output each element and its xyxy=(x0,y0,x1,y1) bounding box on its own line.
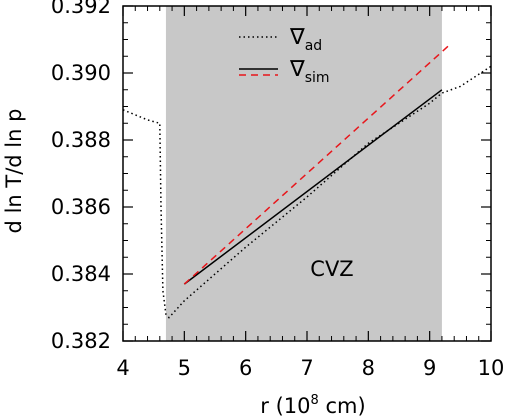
legend-symbol-ad: ∇ xyxy=(289,25,305,50)
series-solid-line xyxy=(183,89,443,285)
y-tick-label: 0.384 xyxy=(51,262,111,286)
x-tick-label: 7 xyxy=(300,356,313,380)
series-dotted-line xyxy=(122,65,492,319)
legend-label-sim: ∇sim xyxy=(289,57,330,86)
x-axis-title-tail: cm) xyxy=(319,394,366,418)
y-tick-label: 0.388 xyxy=(51,128,111,152)
x-tick-label: 6 xyxy=(239,356,252,380)
x-tick-label: 9 xyxy=(423,356,436,380)
legend-symbol-sim: ∇ xyxy=(289,57,305,82)
x-tick-label: 4 xyxy=(116,356,129,380)
cvz-shaded-region xyxy=(165,6,442,341)
cvz-annotation: CVZ xyxy=(310,257,353,281)
legend-sub-sim: sim xyxy=(305,70,330,86)
y-tick-label: 0.386 xyxy=(51,195,111,219)
x-tick-label: 5 xyxy=(178,356,191,380)
x-axis-title: r (108 cm) xyxy=(260,393,365,418)
y-axis-title: d ln T/d ln p xyxy=(2,109,26,234)
x-tick-label: 10 xyxy=(478,356,505,380)
x-axis-title-main: r (10 xyxy=(260,394,310,418)
legend-label-ad: ∇ad xyxy=(289,25,322,54)
legend: ∇ad ∇sim xyxy=(239,25,330,86)
y-tick-label: 0.390 xyxy=(51,61,111,85)
legend-sub-ad: ad xyxy=(305,38,322,54)
series-layer xyxy=(122,45,492,319)
x-tick-label: 8 xyxy=(362,356,375,380)
ticks-layer: 4 5 6 7 8 9 10 0.382 0.384 0.386 0.388 0.390 0.392 xyxy=(51,0,504,380)
x-axis-title-sup: 8 xyxy=(311,393,319,408)
shade-layer xyxy=(165,6,442,341)
y-tick-label: 0.382 xyxy=(51,329,111,353)
y-tick-label: 0.392 xyxy=(51,0,111,18)
